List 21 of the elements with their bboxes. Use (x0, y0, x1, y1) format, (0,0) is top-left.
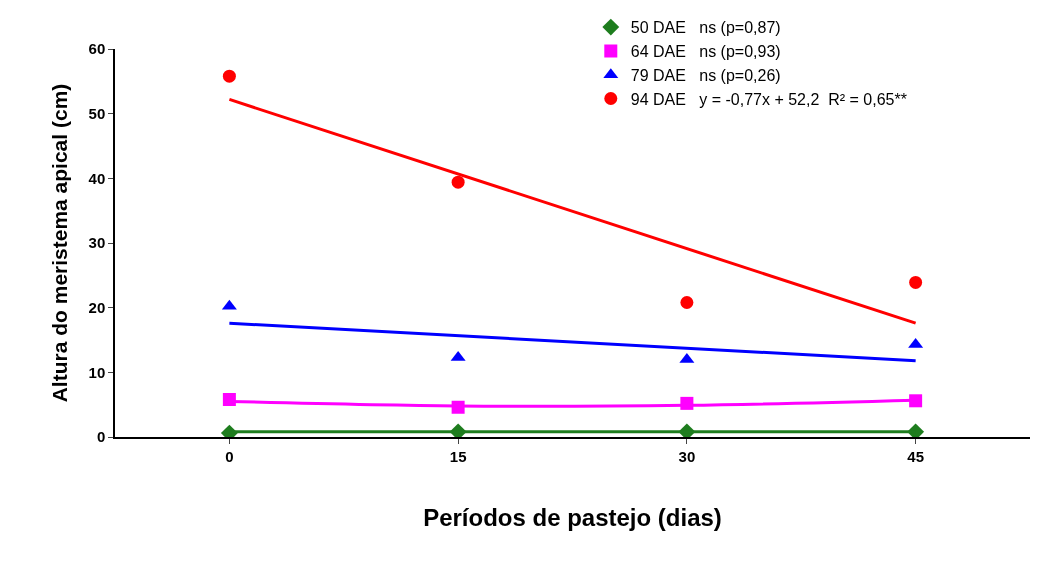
y-tick-label: 0 (96, 428, 106, 446)
y-tick-label: 10 (88, 363, 106, 381)
x-tick-label: 0 (225, 447, 234, 465)
legend-label: 79 DAE ns (p=0,26) (630, 66, 781, 84)
y-tick-label: 30 (88, 234, 106, 252)
y-tick-label: 60 (88, 40, 106, 58)
legend-label: 94 DAE y = -0,77x + 52,2 R² = 0,65** (630, 90, 907, 108)
x-tick-label: 45 (907, 447, 924, 465)
x-tick-label: 15 (449, 447, 467, 465)
point (222, 69, 236, 83)
y-axis-title: Altura do meristema apical (cm) (48, 83, 72, 403)
legend-label: 64 DAE ns (p=0,93) (630, 43, 781, 61)
legend-label: 50 DAE ns (p=0,87) (630, 19, 781, 37)
point (451, 175, 465, 189)
y-tick-label: 20 (88, 298, 106, 316)
y-tick-label: 40 (88, 169, 106, 187)
point (680, 295, 694, 309)
x-axis-title: Períodos de pastejo (dias) (423, 503, 722, 531)
point (909, 275, 923, 289)
x-tick-label: 30 (678, 447, 696, 465)
y-tick-label: 50 (88, 104, 106, 122)
